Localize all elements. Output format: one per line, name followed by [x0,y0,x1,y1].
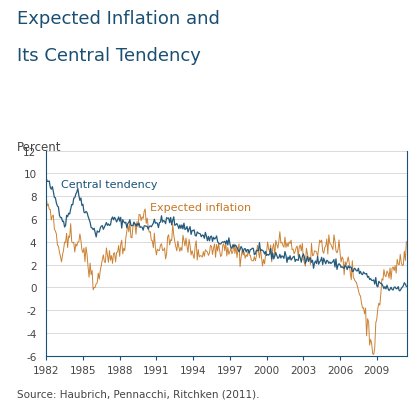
Text: Its Central Tendency: Its Central Tendency [17,47,201,65]
Text: Central tendency: Central tendency [61,180,158,190]
Text: Expected Inflation and: Expected Inflation and [17,10,220,28]
Text: Percent: Percent [17,141,61,154]
Text: Expected inflation: Expected inflation [150,202,252,212]
Text: Source: Haubrich, Pennacchi, Ritchken (2011).: Source: Haubrich, Pennacchi, Ritchken (2… [17,389,259,399]
